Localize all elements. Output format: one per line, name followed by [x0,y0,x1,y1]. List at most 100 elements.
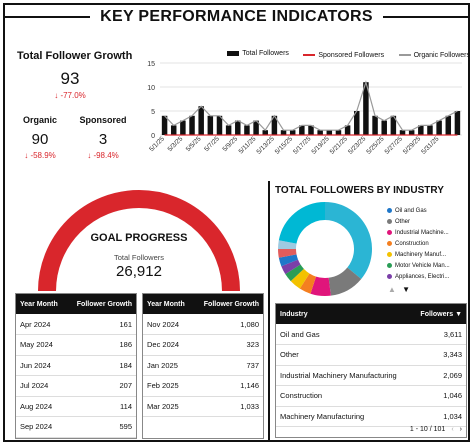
industry-title: TOTAL FOLLOWERS BY INDUSTRY [275,185,444,196]
line-swatch-icon [303,54,316,56]
goal-value: 26,912 [116,263,162,280]
y-tick-label: 10 [147,85,155,92]
y-tick-label: 5 [151,109,155,116]
col-industry[interactable]: Industry [276,304,412,324]
legend-item[interactable]: Motor Vehicle Man... [387,260,467,271]
donut-slice [290,268,310,289]
table-row[interactable]: May 2024 186 [16,334,136,356]
section-divider [268,181,270,440]
legend-item[interactable]: Industrial Machine... [387,227,467,238]
legend-dot-icon [387,241,392,246]
col-followers[interactable]: Followers ▼ [411,304,466,324]
bar [436,120,442,135]
bar [198,106,204,135]
table-row[interactable]: Construction 1,046 [276,385,466,407]
table-row[interactable]: Mar 2025 1,033 [143,396,263,417]
legend-dot-icon [387,230,392,235]
bar [161,115,168,135]
legend-organic[interactable]: Organic Followers [398,52,470,59]
x-tick-label: 5/17/25 [292,135,313,156]
x-tick-label: 5/31/25 [420,135,441,156]
table-cell-value: 1,034 [411,406,466,427]
down-arrow-icon: ↓ [87,151,92,160]
table-row[interactable]: Feb 2025 1,146 [143,375,263,397]
donut-slice [278,254,299,267]
legend-dot-icon [387,263,392,268]
table-row[interactable]: Oil and Gas 3,611 [276,324,466,345]
bar [335,130,342,135]
table-row[interactable]: Jul 2024 207 [16,375,136,397]
sort-down-icon: ▼ [455,310,462,318]
y-tick-label: 0 [151,133,155,140]
bar [363,82,369,135]
bar [289,130,296,135]
table-cell-value: 1,033 [193,396,263,417]
bar [216,115,223,135]
table-row[interactable]: Jan 2025 737 [143,355,263,376]
bar [427,125,433,135]
table-cell-value: 1,146 [193,375,263,397]
x-tick-label: 5/7/25 [203,135,221,153]
goal-title: GOAL PROGRESS [90,232,188,244]
sponsored-delta: ↓ -98.4% [87,151,119,160]
table-row[interactable]: Other 3,343 [276,344,466,366]
col-follower-growth[interactable]: Follower Growth [193,294,263,314]
col-follower-growth[interactable]: Follower Growth [66,294,136,314]
table-row[interactable]: Nov 2024 1,080 [143,314,263,335]
legend-item[interactable]: Appliances, Electri... [387,271,467,282]
table-row[interactable]: Jun 2024 184 [16,355,136,376]
table-row[interactable]: Industrial Machinery Manufacturing 2,069 [276,365,466,386]
line-swatch-icon [398,54,411,56]
table-row[interactable]: Apr 2024 161 [16,314,136,335]
title-rule-left [5,16,125,18]
bar [372,115,378,135]
legend-next-icon[interactable]: ▼ [402,285,411,294]
page-prev-icon[interactable]: ‹ [451,426,454,433]
donut-slice [328,267,362,296]
organic-line [164,80,458,132]
col-year-month[interactable]: Year Month [16,294,67,314]
page-next-icon[interactable]: › [459,426,462,433]
bar [454,111,461,135]
table-cell-value: 1,046 [411,385,466,407]
table-row[interactable]: Sep 2024 595 [16,416,136,438]
table-cell-value: 737 [193,355,263,376]
legend-item[interactable]: Construction [387,238,467,249]
industry-legend: Oil and Gas Other Industrial Machine... Con… [387,205,467,282]
legend-dot-icon [387,274,392,279]
legend-item[interactable]: Machinery Manuf... [387,249,467,260]
table-cell-value: 3,343 [411,344,466,366]
bar [381,120,387,135]
total-growth-title: Total Follower Growth [17,50,133,62]
table-cell-value: 184 [66,355,136,376]
table-row[interactable]: Aug 2024 114 [16,396,136,417]
legend-dot-icon [387,219,392,224]
down-arrow-icon: ↓ [54,91,59,100]
legend-sponsored[interactable]: Sponsored Followers [303,52,384,59]
x-tick-label: 5/27/25 [384,135,405,156]
table-row[interactable]: Machinery Manufacturing 1,034 [276,406,466,427]
legend-label: Other [395,218,411,225]
bar [299,125,305,135]
x-tick-label: 5/23/25 [347,135,368,156]
legend-item[interactable]: Other [387,216,467,227]
down-arrow-icon: ↓ [24,151,29,160]
pagination-text: 1 - 10 / 101 [409,426,446,433]
bar [244,125,250,135]
table-cell-label: Oil and Gas [276,324,412,345]
total-growth-delta: ↓ -77.0% [54,91,86,100]
legend-prev-icon[interactable]: ▲ [388,285,396,294]
page-title: KEY PERFORMANCE INDICATORS [90,5,383,29]
bar [262,130,268,135]
legend-dot-icon [387,208,392,213]
dashboard-frame: KEY PERFORMANCE INDICATORS Total Followe… [3,3,470,442]
donut-slice [281,259,301,275]
legend-label: Oil and Gas [395,207,427,214]
legend-total[interactable]: Total Followers [227,50,289,57]
table-row[interactable]: Dec 2024 323 [143,334,263,356]
bar [308,125,314,135]
goal-gauge [38,190,240,291]
legend-item[interactable]: Oil and Gas [387,205,467,216]
col-year-month[interactable]: Year Month [143,294,194,314]
table-cell-value: 161 [66,314,136,335]
